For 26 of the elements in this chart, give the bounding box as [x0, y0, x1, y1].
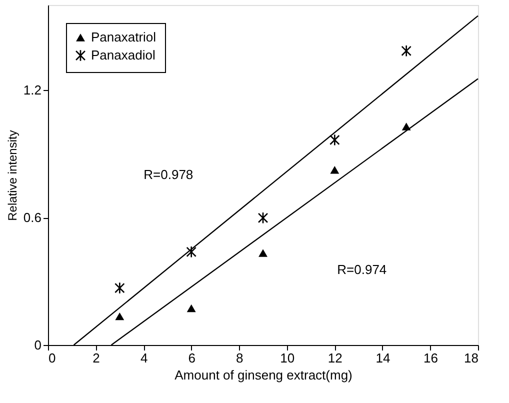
x-tick-label: 16: [423, 350, 438, 366]
annotation: R=0.978: [144, 167, 194, 182]
x-tick-label: 10: [280, 350, 295, 366]
x-tick-label: 14: [376, 350, 390, 366]
x-tick-label: 2: [92, 350, 100, 366]
y-tick-label: 0.6: [23, 210, 42, 225]
y-tick-label: 1.2: [23, 82, 42, 98]
point: [258, 249, 268, 257]
x-tick-label: 18: [464, 350, 478, 366]
x-tick-label: 4: [140, 350, 148, 366]
legend-label: Panaxadiol: [91, 48, 156, 62]
y-axis-title: Relative intensity: [5, 130, 20, 221]
annotation: R=0.974: [337, 262, 387, 278]
point: [115, 312, 124, 320]
x-tick-label: 12: [328, 350, 342, 366]
point: [401, 46, 412, 56]
x-tick-label: 6: [188, 350, 196, 366]
x-axis-title: Amount of ginseng extract(mg): [174, 368, 352, 382]
legend-label: Panaxatriol: [91, 30, 156, 44]
point: [114, 282, 125, 294]
x-tick-label: 0: [48, 350, 56, 366]
y-tick-label: 0: [34, 338, 42, 352]
x-tick-label: 8: [236, 350, 244, 366]
point: [330, 134, 340, 146]
point: [186, 304, 196, 312]
point: [330, 166, 340, 174]
